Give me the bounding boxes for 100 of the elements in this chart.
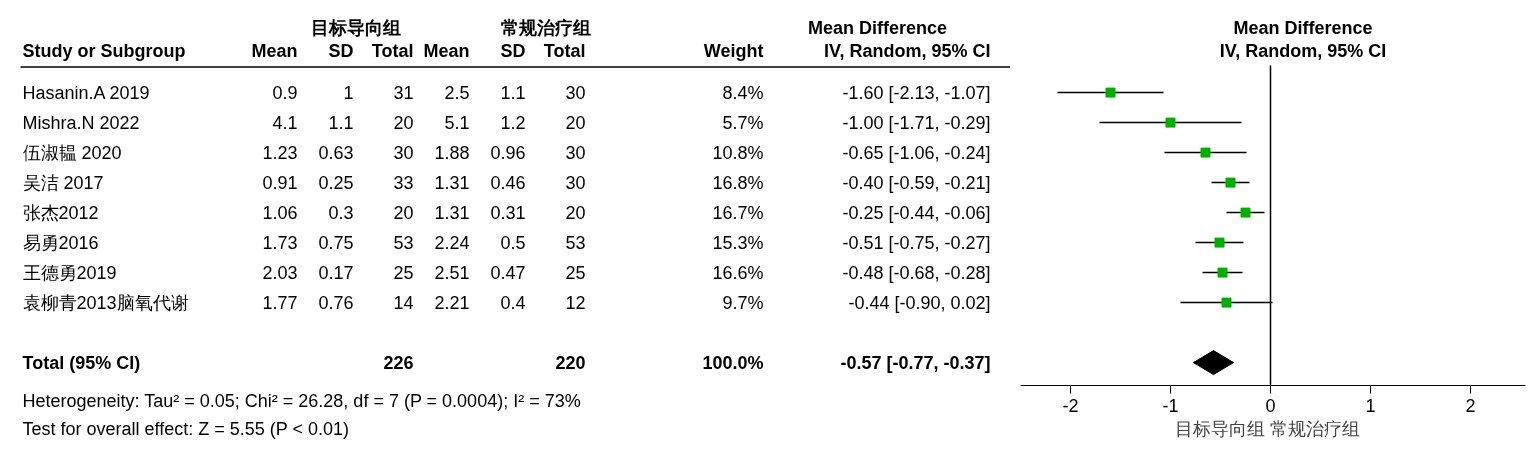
data-label: 0.47 <box>490 263 526 284</box>
text: Total <box>371 40 414 61</box>
data-label: 5.1 <box>444 113 470 134</box>
data-label: 10.8% <box>712 142 764 163</box>
data-label: 30 <box>393 143 414 164</box>
data-label: 1.2 <box>500 113 526 134</box>
data-label: -0.40 [-0.59, -0.21] <box>842 172 991 193</box>
data-label: 53 <box>565 233 586 254</box>
data-label: -1.60 [-2.13, -1.07] <box>842 82 991 103</box>
point <box>1165 117 1176 128</box>
data-label: -0.65 [-1.06, -0.24] <box>842 142 991 163</box>
data-label: 2.24 <box>434 233 470 254</box>
data-label: 0.4 <box>500 293 526 314</box>
data-label: 220 <box>555 353 586 374</box>
text: Test for overall effect: Z = 5.55 (P < 0.01) <box>22 418 350 439</box>
category-label: 袁柳青2013脑氧代谢 <box>22 292 189 313</box>
data-label: 20 <box>393 113 414 134</box>
text: Study or Subgroup <box>22 40 186 61</box>
x-axis-title: 目标导向组 常规治疗组 <box>1175 418 1361 439</box>
point <box>1200 147 1211 158</box>
data-label: -1.00 [-1.71, -0.29] <box>842 112 991 133</box>
data-label: 100.0% <box>702 352 764 373</box>
data-label: 0.91 <box>262 173 298 194</box>
data-label: 20 <box>393 203 414 224</box>
text: SD <box>500 40 526 61</box>
data-label: 9.7% <box>722 292 764 313</box>
data-label: 1.88 <box>434 143 470 164</box>
data-label: 25 <box>565 263 586 284</box>
data-label: 30 <box>565 83 586 104</box>
data-label: 5.7% <box>722 112 764 133</box>
category-label: Hasanin.A 2019 <box>22 82 150 103</box>
data-label: 1 <box>343 83 354 104</box>
data-label: 0.3 <box>328 203 354 224</box>
point <box>1217 267 1228 278</box>
category-label: 张杰2012 <box>22 202 99 223</box>
data-label: 1.31 <box>434 173 470 194</box>
text: 目标导向组 <box>310 18 401 39</box>
text: Total <box>543 40 586 61</box>
data-label: 1.06 <box>262 203 298 224</box>
data-label: -0.51 [-0.75, -0.27] <box>842 232 991 253</box>
text: Mean Difference <box>807 18 948 39</box>
data-label: 2.21 <box>434 293 470 314</box>
text: Mean <box>423 40 470 61</box>
text: 常规治疗组 <box>500 18 591 39</box>
data-label: -0.44 [-0.90, 0.02] <box>848 292 991 313</box>
x-tick-label: 2 <box>1465 395 1476 416</box>
data-label: 16.6% <box>712 262 764 283</box>
data-label: 25 <box>393 263 414 284</box>
data-label: 0.25 <box>318 173 354 194</box>
category-label: Mishra.N 2022 <box>22 112 140 133</box>
category-label: 吴洁 2017 <box>22 172 104 193</box>
data-label: 30 <box>565 143 586 164</box>
x-tick-label: 1 <box>1365 395 1376 416</box>
data-label: 1.1 <box>328 113 354 134</box>
point <box>1240 207 1251 218</box>
data-label: 0.9 <box>272 83 298 104</box>
point <box>1225 177 1236 188</box>
x-tick-label: -2 <box>1062 395 1079 416</box>
data-label: 0.76 <box>318 293 354 314</box>
data-label: 0.17 <box>318 263 354 284</box>
data-label: 0.5 <box>500 233 526 254</box>
data-label: 8.4% <box>722 82 764 103</box>
data-label: 1.23 <box>262 143 298 164</box>
point <box>1221 297 1232 308</box>
point <box>1214 237 1225 248</box>
data-label: 16.7% <box>712 202 764 223</box>
category-label: 王德勇2019 <box>22 262 117 283</box>
chart-title: Mean Difference <box>1233 18 1373 39</box>
chart-subtitle: IV, Random, 95% CI <box>1219 40 1387 61</box>
data-label: 226 <box>383 353 414 374</box>
data-label: -0.48 [-0.68, -0.28] <box>842 262 991 283</box>
text: Heterogeneity: Tau² = 0.05; Chi² = 26.28, df = 7 (P = 0.0004); I² = 73% <box>22 390 581 411</box>
data-label: 0.96 <box>490 143 526 164</box>
data-label: 0.31 <box>490 203 526 224</box>
data-label: 1.31 <box>434 203 470 224</box>
text: SD <box>328 40 354 61</box>
text: IV, Random, 95% CI <box>824 40 991 61</box>
data-label: -0.25 [-0.44, -0.06] <box>842 202 991 223</box>
data-label: 4.1 <box>272 113 298 134</box>
category-label: 易勇2016 <box>22 232 99 253</box>
data-label: 0.75 <box>318 233 354 254</box>
data-label: 53 <box>393 233 414 254</box>
data-label: 2.51 <box>434 263 470 284</box>
data-label: 33 <box>393 173 414 194</box>
data-label: 0.63 <box>318 143 354 164</box>
category-label: 伍淑韫 2020 <box>22 142 122 163</box>
data-label: 20 <box>565 113 586 134</box>
data-label: 15.3% <box>712 232 764 253</box>
data-label: 31 <box>393 83 414 104</box>
x-tick-label: 0 <box>1265 395 1276 416</box>
data-label: 1.1 <box>500 83 526 104</box>
point <box>1105 87 1116 98</box>
text: Mean <box>251 40 298 61</box>
data-label: 1.77 <box>262 293 298 314</box>
data-label: 12 <box>565 293 586 314</box>
text: Weight <box>703 40 764 61</box>
data-label: 2.03 <box>262 263 298 284</box>
data-label: 0.46 <box>490 173 526 194</box>
x-tick-label: -1 <box>1162 395 1179 416</box>
data-label: 14 <box>393 293 414 314</box>
